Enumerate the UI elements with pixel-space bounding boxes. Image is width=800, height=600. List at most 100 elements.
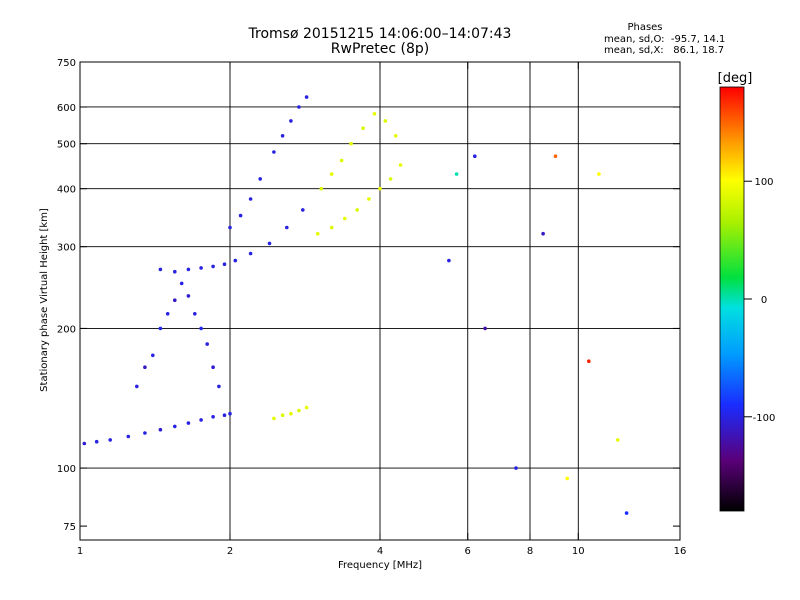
data-point [329,225,334,230]
data-point [228,225,232,230]
data-point [285,225,289,230]
data-point [372,112,377,116]
data-point [319,186,324,191]
data-point [339,158,344,163]
data-point [173,269,177,274]
data-point [297,105,301,109]
colorbar [719,86,745,512]
chart-title: Tromsø 20151215 14:06:00–14:07:43 [248,26,512,42]
data-point [297,408,301,413]
x-tick-label: 4 [377,546,383,557]
data-point [222,262,227,267]
data-point [173,298,177,303]
phases-heading: Phases [627,22,663,33]
y-tick-label: 75 [63,522,76,533]
x-axis-title: Frequency [MHz] [338,560,422,571]
data-point [587,359,591,364]
data-point [483,326,487,331]
data-point [179,281,184,286]
colorbar-tick-label: -100 [753,413,776,424]
data-point [211,264,215,269]
data-point [289,119,293,123]
data-points [82,95,629,515]
data-point [343,216,347,221]
data-point [447,258,451,263]
data-point [565,476,569,481]
data-point [108,438,112,442]
x-tick-label: 10 [572,546,585,557]
x-tick-label: 6 [465,546,471,557]
data-point [233,258,238,263]
data-point [193,312,197,316]
data-point [367,197,371,201]
data-point [272,416,276,421]
data-point [514,466,518,470]
phase-stat-o: mean, sd,O: -95.7, 14.1 [604,34,726,45]
data-point [388,177,393,181]
data-point [238,213,243,218]
data-point [624,511,629,515]
data-point [228,411,232,416]
data-point [355,208,360,212]
grid-lines [80,62,680,540]
data-point [267,241,272,246]
data-point [222,413,227,418]
x-tick-label: 2 [227,546,233,557]
data-point [82,441,87,446]
data-point [143,365,147,370]
x-tick-label: 8 [527,546,533,557]
phase-stat-x: mean, sd,X: 86.1, 18.7 [604,45,725,56]
data-point [301,208,305,212]
data-point [258,177,263,181]
data-point [248,197,253,201]
data-point [205,342,209,346]
data-point [165,312,170,316]
data-point [158,267,163,272]
colorbar-tick-label: 100 [754,177,773,188]
data-point [248,251,253,256]
data-point [541,231,545,236]
data-point [315,231,320,236]
data-point [398,163,403,167]
data-point [211,365,215,370]
x-tick-label: 1 [77,546,83,557]
data-point [289,411,293,416]
data-point [126,434,131,439]
data-point [186,267,191,272]
data-point [349,141,353,146]
data-point [304,95,309,99]
axis-labels: 1 2 4 6 8 10 16 75 100 200 300 400 500 600 750 [57,58,686,557]
data-point [143,431,147,435]
y-tick-label: 200 [57,324,76,335]
data-point [173,424,177,429]
data-point [199,326,203,331]
data-point [329,172,334,176]
data-point [304,405,309,410]
data-point [186,294,191,298]
y-tick-label: 600 [57,103,76,114]
data-point [280,134,285,138]
data-point [217,384,221,389]
data-point [280,413,285,418]
y-tick-label: 400 [57,185,76,196]
data-point [383,119,388,123]
data-point [361,126,365,130]
data-point [597,172,601,176]
y-axis-title: Stationary phase Virtual Height [km] [39,208,50,392]
data-point [158,427,163,432]
data-point [615,438,620,442]
chart-subtitle: RwPretec (8p) [330,41,430,57]
colorbar-tick-label: 0 [761,295,767,306]
y-tick-label: 300 [57,243,76,254]
data-point [393,134,398,138]
data-point [186,421,191,425]
data-point [454,172,459,176]
axis-ticks [79,61,681,540]
data-point [135,384,139,389]
data-point [378,186,382,191]
data-point [553,154,558,158]
y-tick-label: 750 [57,58,76,69]
data-point [199,418,203,422]
y-tick-label: 500 [57,140,76,151]
